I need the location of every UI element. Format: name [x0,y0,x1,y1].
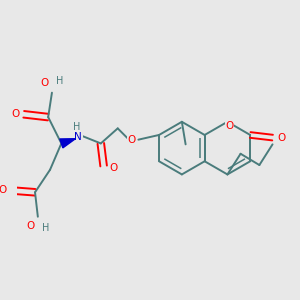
Text: N: N [74,132,82,142]
Text: O: O [40,78,49,88]
Text: O: O [11,109,20,119]
Text: O: O [26,221,34,231]
Text: O: O [128,135,136,145]
Text: H: H [73,122,80,132]
Text: O: O [278,133,286,142]
Text: H: H [56,76,63,86]
Text: O: O [225,121,233,130]
Text: O: O [0,185,6,195]
Text: H: H [42,223,49,233]
Text: O: O [110,163,118,173]
Polygon shape [60,139,75,148]
